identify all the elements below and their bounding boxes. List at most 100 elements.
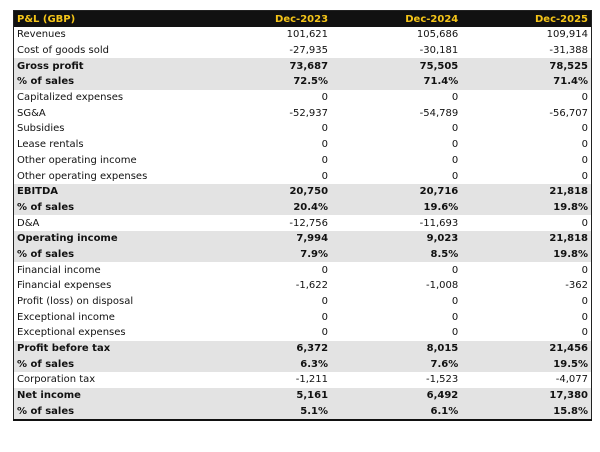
row-value: 0: [321, 123, 329, 135]
row-value: 0: [451, 264, 459, 276]
table-row: Capitalized expenses 0 0 0: [14, 90, 592, 106]
table-body: Revenues 101,621 105,686 109,914 Cost of goo…: [13, 27, 592, 421]
table-row: Operating income 7,994 9,023 21,818: [13, 230, 592, 247]
row-value: -30,181: [419, 45, 459, 57]
row-value: 0: [581, 123, 588, 135]
row-value: 17,380: [461, 387, 592, 404]
row-label: % of sales: [13, 74, 201, 90]
row-label: Other operating expenses: [17, 170, 148, 182]
table-row: % of sales 6.3% 7.6% 19.5%: [13, 356, 592, 373]
row-value: 73,687: [200, 58, 332, 75]
row-value: 0: [451, 170, 459, 182]
table-row: Net income 5,161 6,492 17,380: [13, 387, 592, 404]
row-label: Operating income: [13, 230, 201, 247]
row-value: 5,161: [200, 387, 332, 404]
row-value: -52,937: [289, 107, 329, 119]
header-cell: Dec-2025: [461, 10, 592, 27]
row-value: 105,686: [416, 29, 459, 41]
row-value: 78,525: [461, 58, 592, 75]
row-label: % of sales: [13, 356, 201, 373]
row-value: 0: [321, 264, 329, 276]
row-value: 0: [581, 264, 588, 276]
table-row: Exceptional income 0 0 0: [14, 309, 592, 325]
row-value: 19.5%: [461, 356, 592, 373]
row-label: Financial income: [17, 264, 101, 276]
row-value: 0: [451, 139, 459, 151]
row-value: 20,750: [200, 183, 332, 200]
row-value: -1,523: [426, 374, 459, 386]
row-label: Subsidies: [17, 123, 65, 135]
table-row: Exceptional expenses 0 0 0: [14, 325, 592, 341]
table-row: Profit (loss) on disposal 0 0 0: [14, 294, 592, 310]
row-value: 0: [581, 139, 588, 151]
table-row: Gross profit 73,687 75,505 78,525: [13, 58, 592, 75]
row-value: 8.5%: [331, 246, 462, 263]
row-label: Profit (loss) on disposal: [17, 296, 134, 308]
row-value: -11,693: [419, 217, 459, 229]
row-value: 0: [581, 296, 588, 308]
row-value: 19.6%: [331, 199, 462, 216]
table-row: Cost of goods sold -27,935 -30,181 -31,388: [14, 43, 592, 59]
table-row: % of sales 72.5% 71.4% 71.4%: [13, 74, 592, 90]
row-label: EBITDA: [13, 183, 201, 200]
row-value: 9,023: [331, 230, 462, 247]
table-row: Other operating income 0 0 0: [14, 153, 592, 169]
row-value: -362: [565, 280, 588, 292]
row-value: 0: [581, 154, 588, 166]
row-label: D&A: [17, 217, 40, 229]
row-value: -1,622: [295, 280, 329, 292]
row-value: -1,008: [426, 280, 459, 292]
row-value: 6.1%: [331, 403, 462, 421]
table-row: EBITDA 20,750 20,716 21,818: [13, 183, 592, 200]
table-row: Lease rentals 0 0 0: [14, 137, 592, 153]
row-value: 21,818: [461, 183, 592, 200]
row-value: 0: [581, 170, 588, 182]
row-value: -1,211: [295, 374, 329, 386]
row-value: 71.4%: [331, 74, 462, 90]
row-value: 75,505: [331, 58, 462, 75]
row-label: % of sales: [13, 199, 201, 216]
row-value: 20.4%: [200, 199, 332, 216]
row-value: -12,756: [289, 217, 329, 229]
row-value: 6,492: [331, 387, 462, 404]
row-label: SG&A: [17, 107, 46, 119]
row-value: 0: [581, 311, 588, 323]
row-label: Corporation tax: [17, 374, 96, 386]
header-cell: Dec-2024: [331, 10, 462, 27]
table-row: Profit before tax 6,372 8,015 21,456: [13, 340, 592, 357]
row-value: -31,388: [549, 45, 588, 57]
row-value: 7.6%: [331, 356, 462, 373]
row-value: 71.4%: [461, 74, 592, 90]
row-value: 101,621: [286, 29, 329, 41]
row-value: 0: [321, 92, 329, 104]
row-value: 0: [321, 327, 329, 339]
row-label: Cost of goods sold: [17, 45, 110, 57]
row-value: 0: [581, 327, 588, 339]
row-value: 0: [321, 170, 329, 182]
table-row: Revenues 101,621 105,686 109,914: [14, 27, 592, 43]
row-label: Profit before tax: [13, 340, 201, 357]
row-value: -27,935: [289, 45, 329, 57]
row-value: -4,077: [555, 374, 588, 386]
table-row: % of sales 7.9% 8.5% 19.8%: [13, 246, 592, 263]
table-row: Financial expenses -1,622 -1,008 -362: [14, 278, 592, 294]
table-row: D&A -12,756 -11,693 0: [14, 215, 592, 231]
row-value: 0: [451, 154, 459, 166]
header-cell: Dec-2023: [200, 10, 332, 27]
row-value: 109,914: [546, 29, 588, 41]
row-value: 19.8%: [461, 199, 592, 216]
row-value: 0: [451, 327, 459, 339]
table-row: SG&A -52,937 -54,789 -56,707: [14, 105, 592, 121]
header-row: P&L (GBP) Dec-2023 Dec-2024 Dec-2025: [13, 10, 592, 27]
row-value: -54,789: [419, 107, 459, 119]
row-value: 21,818: [461, 230, 592, 247]
table-row: Corporation tax -1,211 -1,523 -4,077: [14, 372, 592, 388]
row-value: 19.8%: [461, 246, 592, 263]
row-value: 0: [451, 311, 459, 323]
row-value: -56,707: [549, 107, 588, 119]
table-row: Subsidies 0 0 0: [14, 121, 592, 137]
row-label: % of sales: [13, 403, 201, 421]
row-value: 0: [451, 123, 459, 135]
header-cell: P&L (GBP): [13, 10, 201, 27]
row-value: 0: [581, 92, 588, 104]
